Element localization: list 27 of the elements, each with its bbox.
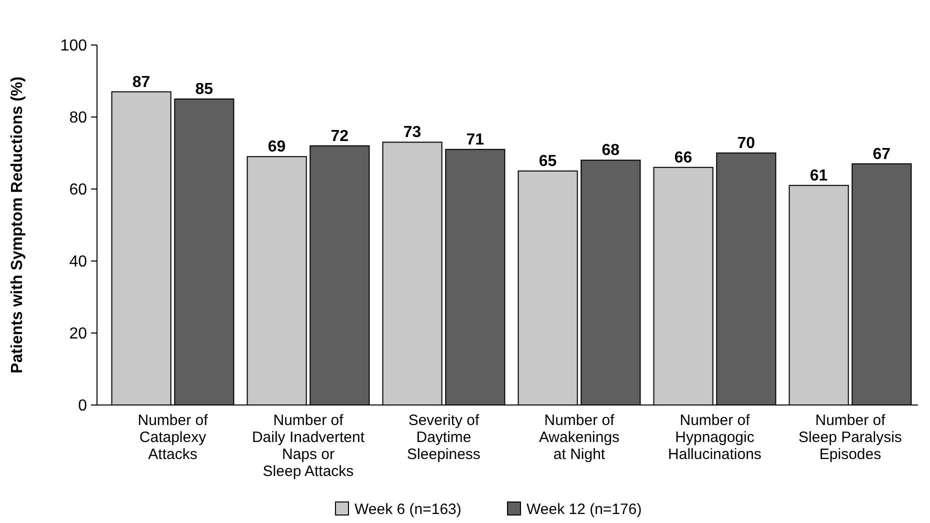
y-axis-title: Patients with Symptom Reductions (%) bbox=[9, 76, 26, 374]
y-tick-label: 20 bbox=[69, 326, 88, 343]
data-label: 71 bbox=[466, 131, 484, 148]
legend-label: Week 12 (n=176) bbox=[526, 501, 642, 518]
data-label: 61 bbox=[810, 167, 828, 184]
legend-label: Week 6 (n=163) bbox=[354, 501, 462, 518]
data-label: 70 bbox=[737, 135, 756, 152]
y-tick-label: 0 bbox=[78, 398, 88, 415]
data-label: 73 bbox=[403, 124, 422, 142]
data-label: 85 bbox=[195, 81, 214, 98]
data-label: 87 bbox=[132, 74, 150, 91]
data-label: 69 bbox=[268, 138, 286, 156]
data-label: 68 bbox=[602, 142, 620, 160]
data-label: 67 bbox=[872, 146, 891, 163]
x-tick-label: Number of Cataplexy Attacks bbox=[138, 412, 209, 463]
y-tick-label: 60 bbox=[69, 182, 88, 199]
x-tick-label: Number of Hypnagogic Hallucinations bbox=[668, 412, 762, 463]
x-tick-label: Number of Awakenings at Night bbox=[538, 412, 620, 463]
y-tick-label: 100 bbox=[60, 38, 88, 55]
y-tick-label: 40 bbox=[69, 254, 88, 271]
x-tick-label: Number of Daily Inadvertent Naps or Sleep Attacks bbox=[252, 412, 366, 480]
data-label: 65 bbox=[538, 153, 557, 170]
x-tick-label: Severity of Daytime Sleepiness bbox=[407, 412, 480, 463]
y-tick-label: 80 bbox=[69, 110, 88, 127]
data-label: 66 bbox=[674, 149, 692, 166]
x-tick-label: Number of Sleep Paralysis Episodes bbox=[798, 412, 902, 463]
data-label: 72 bbox=[330, 128, 349, 145]
